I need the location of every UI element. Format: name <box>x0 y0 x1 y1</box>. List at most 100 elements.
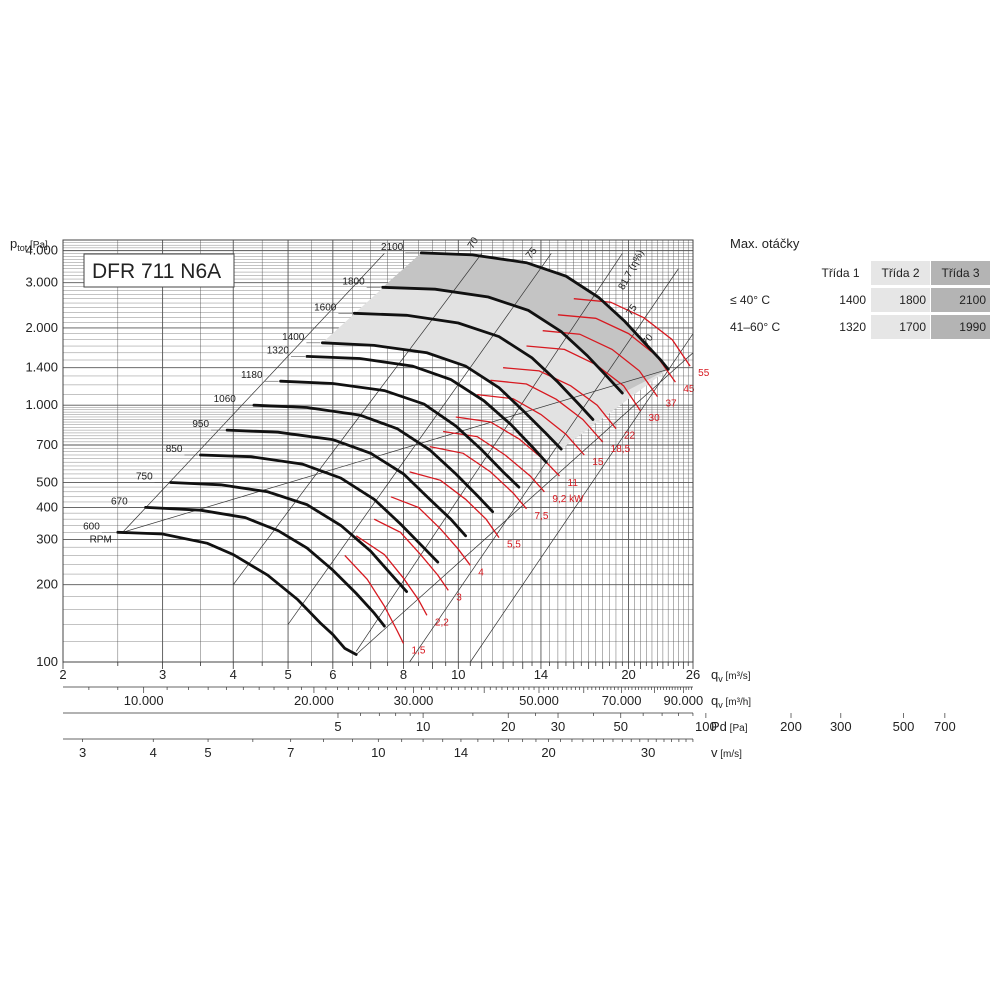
table-cell: 1990 <box>931 315 990 339</box>
system-line <box>122 253 385 533</box>
x-axis-title: v [m/s] <box>711 745 742 760</box>
table-header-row: Třída 1 Třída 2 Třída 3 <box>730 261 992 285</box>
y-tick-label: 300 <box>36 531 58 546</box>
rpm-label: 1400 <box>282 332 305 343</box>
rpm-label: 2100 <box>381 242 404 253</box>
power-curve <box>573 298 691 367</box>
speed-curve <box>116 530 358 656</box>
power-label: 7,5 <box>534 511 548 522</box>
rpm-label: 750 <box>136 472 153 483</box>
x-tick-label: 20 <box>501 719 515 734</box>
x-tick-label: 30.000 <box>394 693 434 708</box>
x-tick-label: 200 <box>780 719 802 734</box>
x-tick-label: 20 <box>621 667 635 682</box>
rpm-unit-label: RPM <box>90 534 112 545</box>
power-label: 9,2 kW <box>552 494 584 505</box>
x-tick-label: 5 <box>204 745 211 760</box>
chart-title: DFR 711 N6A <box>92 260 221 283</box>
system-line <box>287 253 552 625</box>
y-tick-label: 500 <box>36 475 58 490</box>
system-line <box>356 352 694 655</box>
x-tick-label: 5 <box>284 667 291 682</box>
power-curve <box>409 471 500 538</box>
power-curves-layer <box>344 298 691 644</box>
x-axis-subscript: v <box>718 700 723 710</box>
x-tick-label: 26 <box>686 667 700 682</box>
x-axis-title: qv [m³/h] <box>711 693 751 710</box>
efficiency-label: 70 <box>466 235 481 251</box>
x-tick-label: 20 <box>541 745 555 760</box>
x-axis-subscript: v <box>718 674 723 684</box>
x-axis-unit: [m/s] <box>718 749 743 760</box>
speed-curve <box>225 428 467 538</box>
x-tick-label: 30 <box>641 745 655 760</box>
table-cell: 1400 <box>839 293 866 307</box>
y-tick-label: 100 <box>36 654 58 669</box>
diagonal-lines-layer <box>122 253 694 663</box>
system-line <box>122 368 669 533</box>
power-curve <box>490 379 604 443</box>
max-speed-table: Max. otáčky Třída 1 Třída 2 Třída 3 ≤ 40… <box>730 236 992 342</box>
x-axis-title: Pd [Pa] <box>711 719 748 734</box>
x-tick-label: 10 <box>451 667 465 682</box>
x-axis-unit: [m³/s] <box>723 671 751 682</box>
power-curve <box>503 367 617 430</box>
x-tick-label: 7 <box>287 745 294 760</box>
speed-curve <box>321 341 563 451</box>
y-tick-label: 1.000 <box>25 397 58 412</box>
rpm-label: 1180 <box>241 370 263 381</box>
x-tick-label: 20.000 <box>294 693 334 708</box>
x-axis-title: qv [m³/s] <box>711 667 751 684</box>
chart-title-box: DFR 711 N6A <box>83 253 235 288</box>
rpm-label: 670 <box>111 496 128 507</box>
operating-region-dark <box>382 252 669 394</box>
y-tick-label: 2.000 <box>25 320 58 335</box>
power-label: 15 <box>592 457 604 468</box>
power-label: 30 <box>649 413 661 424</box>
table-row: ≤ 40° C 1400 1800 2100 <box>730 288 992 312</box>
table-cell: 1320 <box>839 320 866 334</box>
x-tick-label: 10 <box>416 719 430 734</box>
table-cell: 1800 <box>871 288 930 312</box>
y-axis-subscript: tot <box>17 243 28 253</box>
row-label: 41–60° C <box>730 320 781 334</box>
y-tick-label: 3.000 <box>25 275 58 290</box>
efficiency-label: 75 <box>624 302 640 318</box>
x-tick-label: 500 <box>893 719 915 734</box>
rpm-label: 950 <box>192 419 209 430</box>
x-tick-label: 70.000 <box>602 693 642 708</box>
speed-curve <box>419 251 670 371</box>
x-tick-label: 4 <box>150 745 157 760</box>
power-label: 18,5 <box>611 444 631 455</box>
power-label: 3 <box>456 592 462 603</box>
x-tick-label: 8 <box>400 667 407 682</box>
header-class-2: Třída 2 <box>871 261 930 285</box>
speed-curve <box>169 481 408 593</box>
power-curve <box>373 518 449 591</box>
y-tick-label: 1.400 <box>25 360 58 375</box>
power-label: 1,5 <box>412 646 426 657</box>
y-tick-label: 200 <box>36 577 58 592</box>
power-curve <box>477 393 585 456</box>
table-cell: 1700 <box>871 315 930 339</box>
power-curve <box>429 445 527 510</box>
power-label: 22 <box>624 431 636 442</box>
x-tick-label: 4 <box>230 667 237 682</box>
rpm-label: 850 <box>166 444 183 455</box>
speed-curve <box>381 285 624 395</box>
system-line <box>470 333 694 663</box>
power-label: 2,2 <box>435 617 449 628</box>
rpm-label: 600 <box>83 521 100 532</box>
y-tick-label: 400 <box>36 499 58 514</box>
power-curve <box>390 496 471 566</box>
x-tick-label: 50.000 <box>519 693 559 708</box>
x-tick-label: 300 <box>830 719 852 734</box>
y-tick-label: 4.000 <box>25 243 58 258</box>
x-tick-label: 5 <box>334 719 341 734</box>
table-cell: 2100 <box>931 288 990 312</box>
speed-curve <box>199 453 440 564</box>
x-tick-label: 2 <box>59 667 66 682</box>
x-tick-label: 14 <box>454 745 468 760</box>
x-tick-label: 6 <box>329 667 336 682</box>
